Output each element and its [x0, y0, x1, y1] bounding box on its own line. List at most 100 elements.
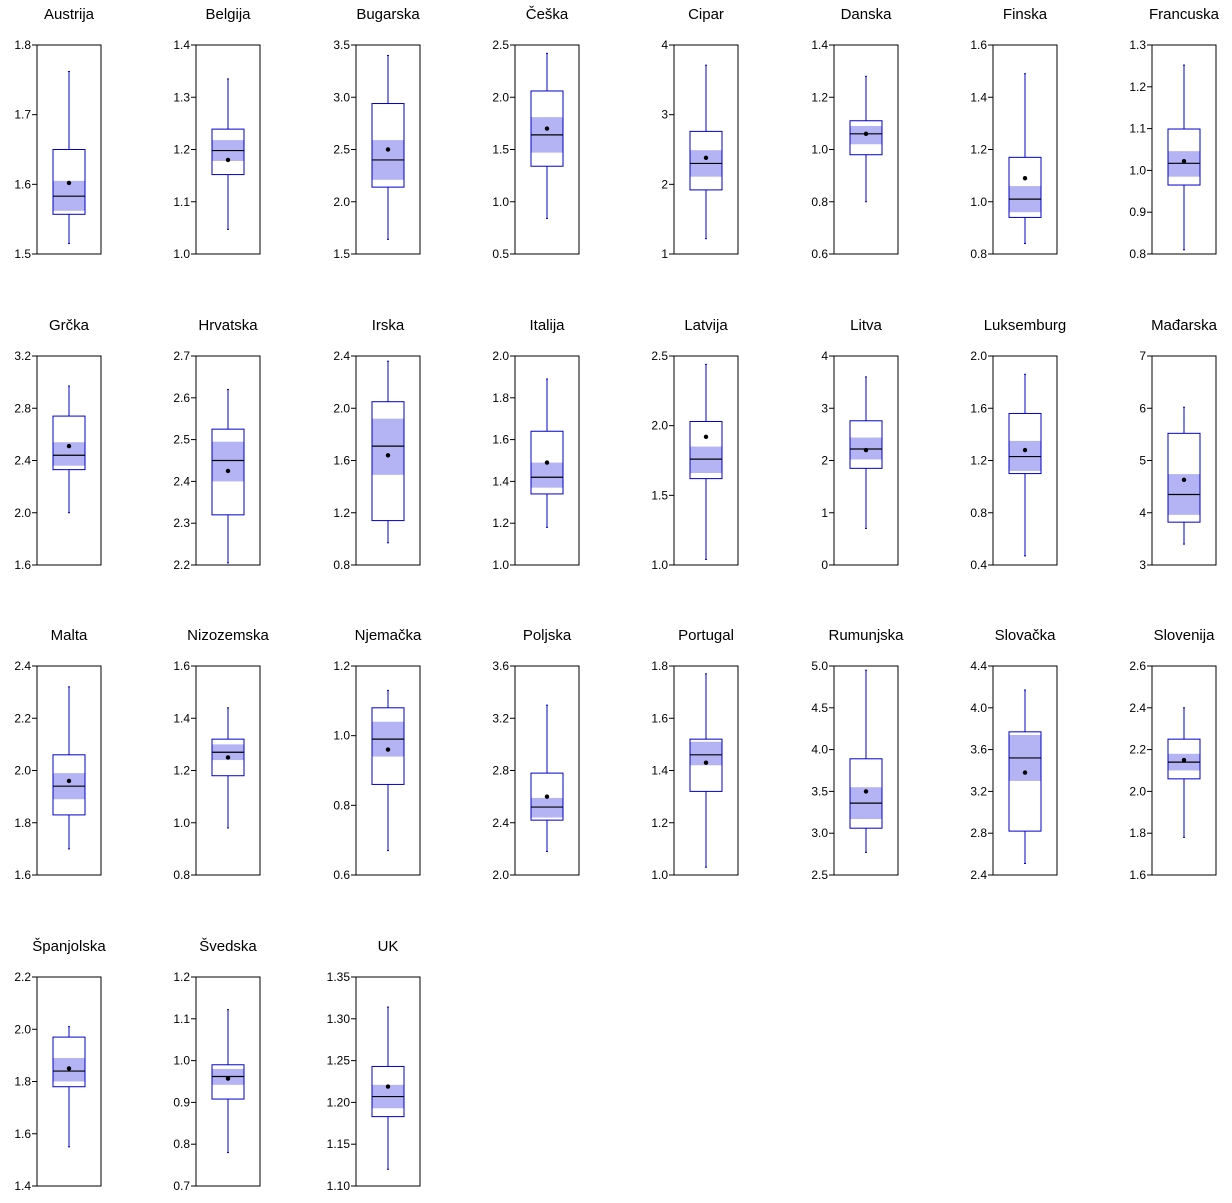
- y-tick-label: 3.0: [333, 90, 350, 104]
- panel-title: Italija: [529, 317, 565, 334]
- y-tick-label: 1.6: [14, 868, 31, 882]
- y-tick-label: 1.2: [1129, 80, 1146, 94]
- y-tick-label: 2.0: [492, 90, 509, 104]
- y-tick-label: 2.4: [14, 454, 31, 468]
- y-tick-label: 1.8: [492, 391, 509, 405]
- y-tick-label: 1.5: [333, 247, 350, 261]
- median-ci-band: [1009, 440, 1041, 471]
- panel-title: Bugarska: [356, 6, 420, 23]
- mean-marker: [66, 1066, 72, 1071]
- y-tick-label: 0.4: [970, 558, 987, 572]
- y-tick-label: 2.2: [14, 711, 31, 725]
- y-tick-label: 1.6: [173, 659, 190, 673]
- y-tick-label: 2.5: [811, 868, 828, 882]
- y-tick-label: 2.0: [651, 419, 668, 433]
- mean-marker: [1181, 159, 1187, 164]
- y-tick-label: 1: [661, 247, 668, 261]
- median-ci-band: [212, 441, 244, 482]
- median-ci-band: [372, 418, 404, 475]
- boxplot-panel: Češka 0.5 1.0 1.5 2.0 2.5: [492, 6, 580, 261]
- y-tick-label: 3.0: [811, 826, 828, 840]
- y-tick-label: 1.0: [970, 195, 987, 209]
- y-tick-label: 1.2: [173, 970, 190, 984]
- y-tick-label: 2.5: [492, 38, 509, 52]
- boxplot-panel: Rumunjska 2.5 3.0 3.5 4.0 4.5 5.0: [811, 627, 904, 882]
- panel-title: Danska: [841, 6, 893, 23]
- mean-marker: [66, 778, 72, 784]
- y-tick-label: 2.4: [492, 816, 509, 830]
- y-tick-label: 0.8: [811, 195, 828, 209]
- mean-marker: [225, 1076, 231, 1081]
- mean-marker: [544, 794, 550, 799]
- mean-marker: [703, 760, 709, 765]
- y-tick-label: 6: [1139, 401, 1146, 415]
- boxplot-panel: Nizozemska 0.8 1.0 1.2 1.4 1.6: [173, 627, 269, 882]
- mean-marker: [225, 157, 231, 163]
- y-tick-label: 0.8: [970, 506, 987, 520]
- plot-frame: [195, 665, 261, 876]
- y-tick-label: 1.0: [492, 558, 509, 572]
- y-tick-label: 2.5: [651, 349, 668, 363]
- y-tick-label: 1.8: [14, 816, 31, 830]
- y-tick-label: 1.2: [173, 143, 190, 157]
- y-tick-label: 0.8: [1129, 247, 1146, 261]
- y-tick-label: 0.8: [173, 868, 190, 882]
- mean-marker: [863, 789, 869, 794]
- y-tick-label: 4.4: [970, 659, 987, 673]
- y-tick-label: 0.7: [173, 1179, 190, 1193]
- y-tick-label: 1.5: [651, 488, 668, 502]
- boxplot-panel: Belgija 1.0 1.1 1.2 1.3 1.4: [173, 6, 261, 261]
- boxplot-panel: Slovenija 1.6 1.8 2.0 2.2 2.4 2.6: [1129, 627, 1217, 882]
- panel-title: UK: [378, 938, 399, 955]
- y-tick-label: 2.5: [333, 143, 350, 157]
- mean-marker: [1022, 176, 1028, 181]
- mean-marker: [1022, 447, 1028, 453]
- y-tick-label: 3.6: [970, 743, 987, 757]
- y-tick-label: 2.8: [492, 764, 509, 778]
- panel-title: Hrvatska: [198, 317, 258, 334]
- y-tick-label: 1.0: [651, 558, 668, 572]
- boxplot-panel: Litva 0 1 2 3 4: [821, 317, 899, 572]
- panel-title: Finska: [1003, 6, 1048, 23]
- mean-marker: [66, 180, 72, 186]
- panel-title: Nizozemska: [187, 627, 269, 644]
- y-tick-label: 2.6: [1129, 659, 1146, 673]
- y-tick-label: 2.0: [14, 764, 31, 778]
- y-tick-label: 1.8: [651, 659, 668, 673]
- y-tick-label: 2.4: [1129, 701, 1146, 715]
- panel-title: Rumunjska: [828, 627, 904, 644]
- boxplot-panel: Švedska 0.7 0.8 0.9 1.0 1.1 1.2: [173, 938, 261, 1193]
- y-tick-label: 1.20: [327, 1095, 351, 1109]
- boxplot-panel: Austrija 1.5 1.6 1.7 1.8: [14, 6, 102, 261]
- y-tick-label: 1.30: [327, 1012, 351, 1026]
- y-tick-label: 2: [821, 454, 828, 468]
- y-tick-label: 1.15: [327, 1137, 351, 1151]
- y-tick-label: 1.6: [14, 177, 31, 191]
- median-ci-band: [690, 446, 722, 474]
- y-tick-label: 2.2: [173, 558, 190, 572]
- panel-title: Švedska: [199, 938, 257, 955]
- y-tick-label: 3.5: [333, 38, 350, 52]
- y-tick-label: 1.0: [1129, 163, 1146, 177]
- y-tick-label: 0.5: [492, 247, 509, 261]
- y-tick-label: 5.0: [811, 659, 828, 673]
- y-tick-label: 2: [661, 177, 668, 191]
- panel-title: Irska: [372, 317, 405, 334]
- y-tick-label: 3: [661, 108, 668, 122]
- mean-marker: [1022, 770, 1028, 775]
- y-tick-label: 1.8: [14, 1075, 31, 1089]
- y-tick-label: 1.10: [327, 1179, 351, 1193]
- y-tick-label: 1.0: [492, 195, 509, 209]
- y-tick-label: 1.6: [333, 454, 350, 468]
- y-tick-label: 1.6: [14, 558, 31, 572]
- y-tick-label: 1.4: [492, 474, 509, 488]
- mean-marker: [225, 755, 231, 760]
- boxplot-panel: Slovačka 2.4 2.8 3.2 3.6 4.0 4.4: [970, 627, 1058, 882]
- panel-title: Latvija: [684, 317, 728, 334]
- y-tick-label: 1.5: [14, 247, 31, 261]
- boxplot-panel: Finska 0.8 1.0 1.2 1.4 1.6: [970, 6, 1058, 261]
- panel-title: Portugal: [678, 627, 734, 644]
- y-tick-label: 4.0: [970, 701, 987, 715]
- mean-marker: [1181, 477, 1187, 483]
